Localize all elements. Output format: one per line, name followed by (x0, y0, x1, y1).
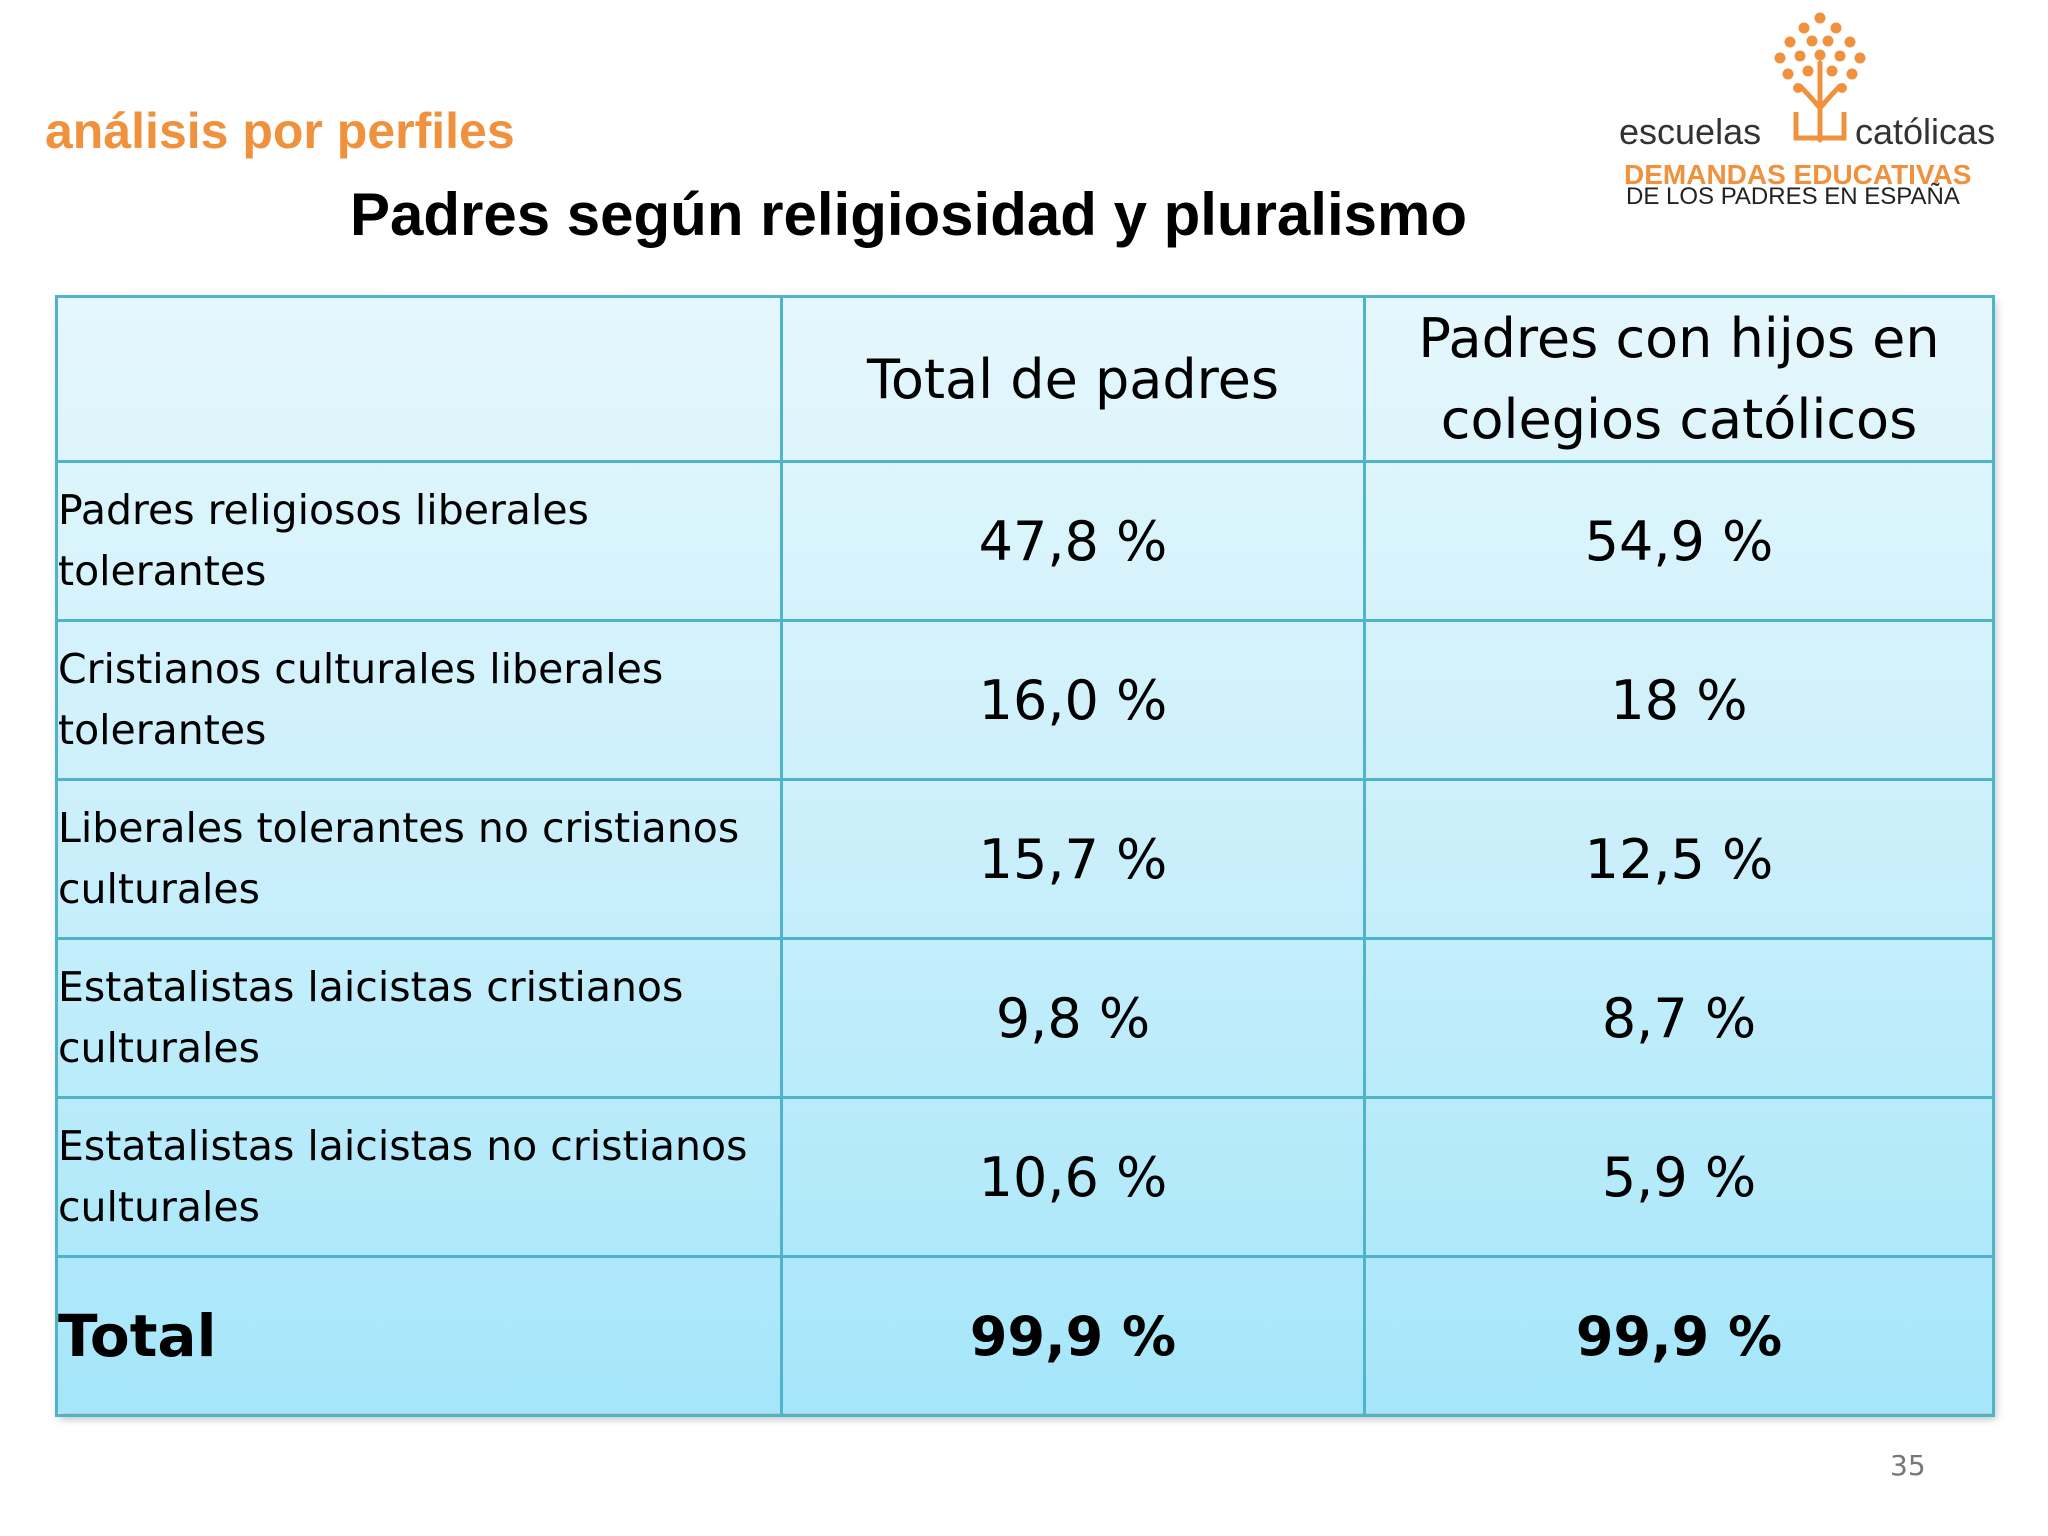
value-total: 15,7 % (780, 778, 1366, 940)
table-row: Estatalistas laicistas cristianos cultur… (55, 937, 1995, 1099)
data-table-container: Total de padres Padres con hijos en cole… (55, 295, 1995, 1417)
tree-icon (1774, 12, 1866, 143)
value-total: 47,8 % (780, 460, 1366, 622)
header-padres-colegios-catolicos: Padres con hijos en colegios católicos (1363, 295, 1995, 463)
value-catholic: 18 % (1363, 619, 1995, 781)
logo-tagline-padres: DE LOS PADRES EN ESPAÑA (1626, 183, 1960, 210)
table-row: Estatalistas laicistas no cristianos cul… (55, 1096, 1995, 1258)
value-catholic: 12,5 % (1363, 778, 1995, 940)
table-total-row: Total 99,9 % 99,9 % (55, 1255, 1995, 1417)
total-label: Total (55, 1255, 783, 1417)
header-total-padres: Total de padres (780, 295, 1366, 463)
row-label: Estatalistas laicistas no cristianos cul… (55, 1096, 783, 1258)
header-corner-cell (55, 295, 783, 463)
value-catholic: 54,9 % (1363, 460, 1995, 622)
value-total: 16,0 % (780, 619, 1366, 781)
value-catholic: 5,9 % (1363, 1096, 1995, 1258)
table-row: Padres religiosos liberales tolerantes 4… (55, 460, 1995, 622)
table-row: Liberales tolerantes no cristianos cultu… (55, 778, 1995, 940)
slide-title: Padres según religiosidad y pluralismo (350, 181, 1468, 248)
value-total: 9,8 % (780, 937, 1366, 1099)
row-label: Cristianos culturales liberales tolerant… (55, 619, 783, 781)
logo-word-escuelas: escuelas (1619, 111, 1762, 152)
row-label: Estatalistas laicistas cristianos cultur… (55, 937, 783, 1099)
row-label: Padres religiosos liberales tolerantes (55, 460, 783, 622)
data-table: Total de padres Padres con hijos en cole… (55, 295, 1995, 1417)
row-label: Liberales tolerantes no cristianos cultu… (55, 778, 783, 940)
section-label: análisis por perfiles (45, 103, 515, 159)
page-number: 35 (1890, 1449, 1926, 1482)
total-value-catholic: 99,9 % (1363, 1255, 1995, 1417)
logo-word-catolicas: católicas (1855, 111, 1996, 152)
value-catholic: 8,7 % (1363, 937, 1995, 1099)
total-value-all: 99,9 % (780, 1255, 1366, 1417)
logo-tagline-demandas: DEMANDAS EDUCATIVAS (1624, 159, 1972, 190)
value-total: 10,6 % (780, 1096, 1366, 1258)
table-header-row: Total de padres Padres con hijos en cole… (55, 295, 1995, 463)
escuelas-catolicas-logo: escuelas católicas DEMANDAS EDUCATIVAS D… (1615, 8, 2015, 218)
table-row: Cristianos culturales liberales tolerant… (55, 619, 1995, 781)
